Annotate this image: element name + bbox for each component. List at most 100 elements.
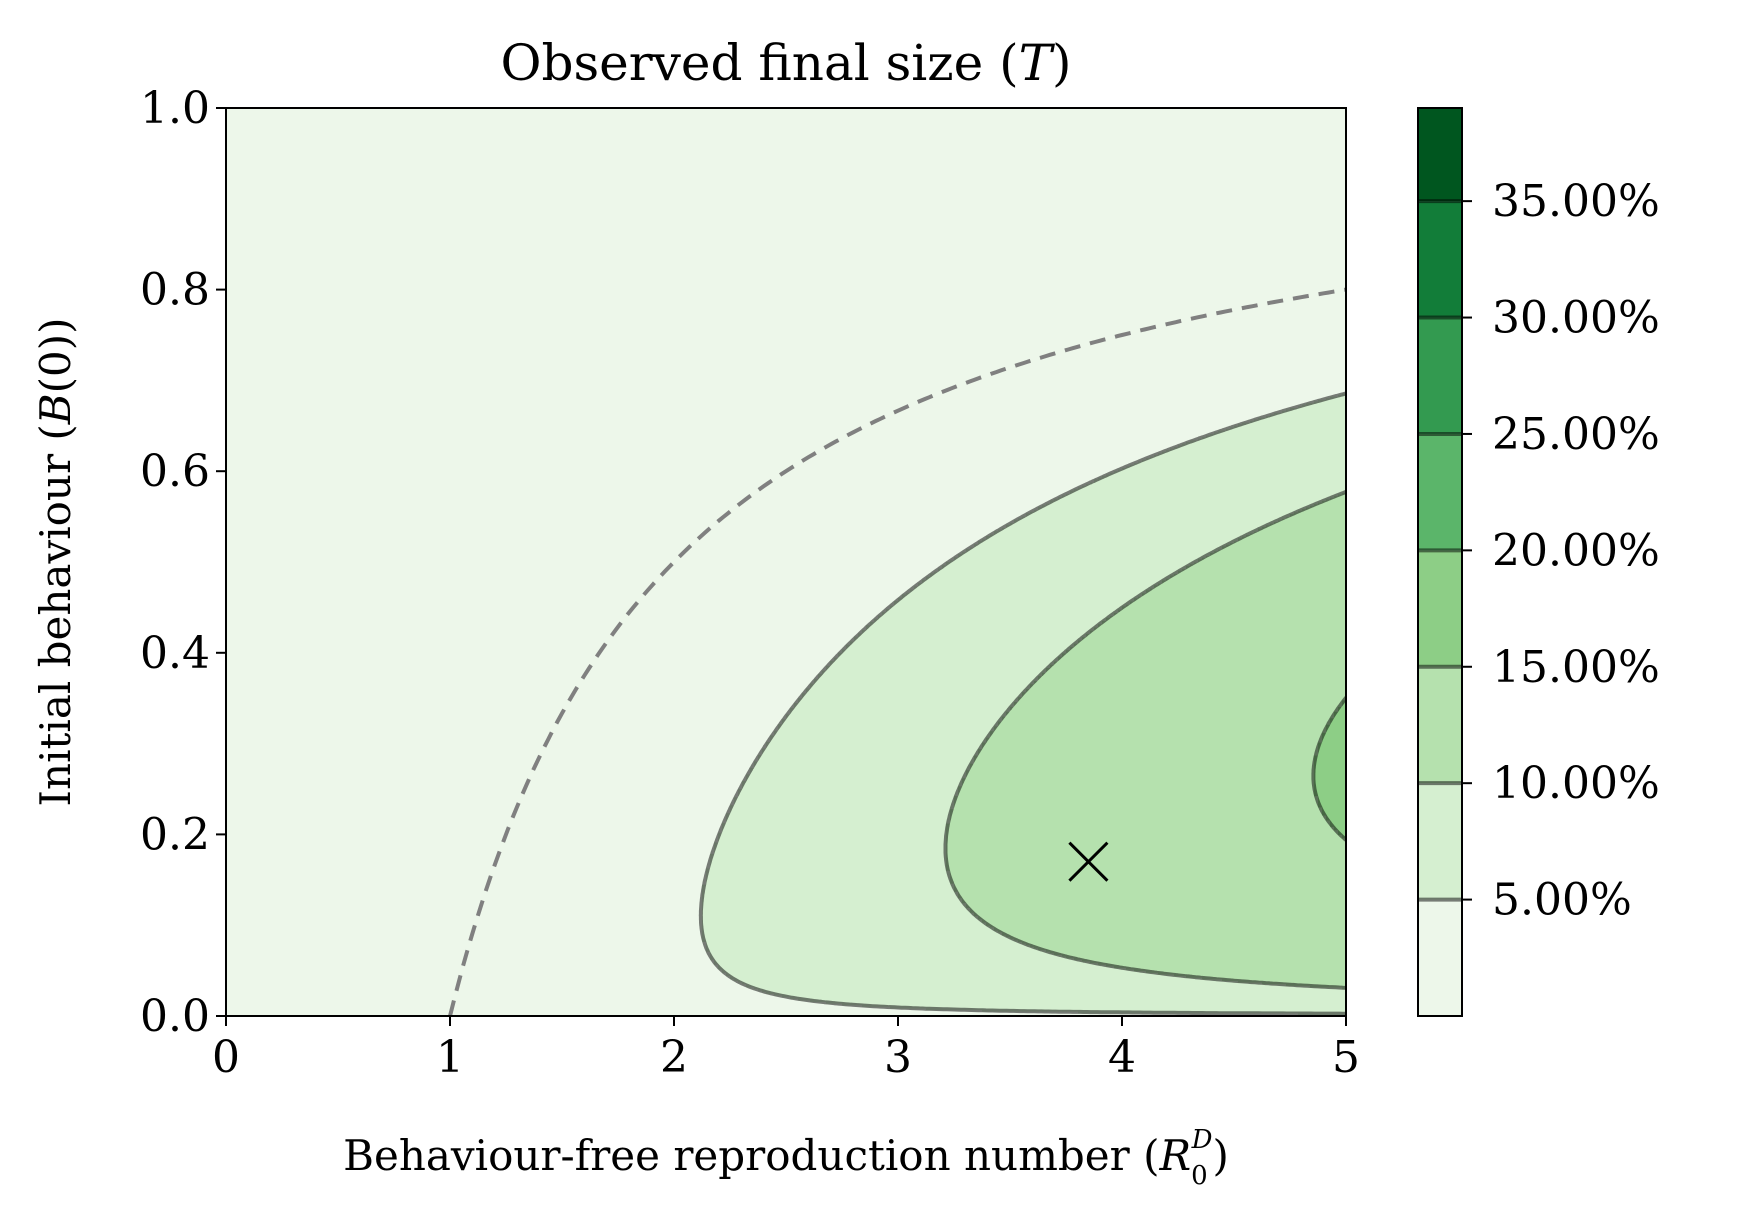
contour-band-cell <box>1026 688 1031 946</box>
contour-band-cell <box>1166 578 1171 975</box>
contour-band-cell <box>1158 973 1163 1014</box>
contour-band-cell <box>1054 498 1059 662</box>
contour-band-cell <box>1190 563 1195 978</box>
x-tick-label: 4 <box>1108 1032 1136 1083</box>
contour-band-cell <box>1066 649 1071 959</box>
contour-band-cell <box>1094 479 1099 628</box>
contour-band-cell <box>1178 570 1183 977</box>
contour-band-cell <box>1186 442 1191 566</box>
colorbar-band <box>1418 317 1462 434</box>
contour-band-cell <box>1130 464 1135 602</box>
contour-band-cell <box>1202 978 1207 1014</box>
contour-band-cell <box>766 741 771 994</box>
contour-band-cell <box>1254 981 1259 1014</box>
contour-band-cell <box>802 693 807 1001</box>
contour-band-cell <box>1130 968 1135 1014</box>
contour-band-cell <box>1282 518 1287 985</box>
contour-band-cell <box>1258 981 1263 1014</box>
contour-band-cell <box>998 720 1003 933</box>
contour-band-cell <box>790 707 795 999</box>
contour-band-cell <box>1246 422 1251 536</box>
contour-band-cell <box>1234 540 1239 981</box>
contour-band-cell <box>1290 513 1295 986</box>
contour-band-cell <box>942 565 947 1011</box>
contour-band-cell <box>1198 558 1203 978</box>
contour-band-cell <box>1014 701 1019 941</box>
contour-band-cell <box>1030 683 1035 947</box>
contour-band-cell <box>762 748 767 993</box>
contour-band-cell <box>1294 985 1299 1014</box>
contour-band-cell <box>1142 592 1147 972</box>
contour-band-cell <box>1082 485 1087 638</box>
contour-band-cell <box>850 641 855 1006</box>
contour-band-cell <box>854 636 859 1006</box>
contour-band-cell <box>810 683 815 1003</box>
contour-band-cell <box>1334 495 1339 712</box>
contour-band-cell <box>1142 970 1147 1014</box>
contour-band-cell <box>1270 414 1275 524</box>
contour-band-cell <box>990 534 995 732</box>
contour-band-cell <box>1006 936 1011 1012</box>
contour-band-cell <box>974 544 979 756</box>
contour-band-cell <box>754 761 759 990</box>
colorbar-band <box>1418 108 1462 202</box>
contour-band-cell <box>1070 490 1075 647</box>
contour-band-cell <box>786 714 791 998</box>
contour-band-cell <box>1114 967 1119 1014</box>
y-axis: 0.0 0.2 0.4 0.6 0.8 1.0 <box>140 83 226 1042</box>
contour-band-cell <box>1146 589 1151 973</box>
contour-band-cell <box>1078 959 1083 1014</box>
contour-band-cell <box>1150 456 1155 589</box>
contour-band-cell <box>814 678 819 1002</box>
contour-band-cell <box>1110 472 1115 617</box>
contour-band-cell <box>1106 474 1111 618</box>
contour-band-cell <box>1282 983 1287 1014</box>
contour-band-cell <box>962 552 967 779</box>
contour-band-cell <box>1102 476 1107 621</box>
colorbar-tick-label: 15.00% <box>1492 642 1660 693</box>
contour-band-cell <box>926 576 931 1011</box>
contour-band-cell <box>1078 639 1083 960</box>
contour-band-cell <box>1266 416 1271 526</box>
contour-band-cell <box>1006 524 1011 712</box>
contour-band-cell <box>1046 667 1051 952</box>
contour-band-cell <box>986 536 991 738</box>
contour-band-cell <box>1118 609 1123 968</box>
colorbar-band <box>1418 550 1462 667</box>
contour-band-cell <box>1058 954 1063 1012</box>
contour-band-cell <box>1194 977 1199 1014</box>
contour-band-cell <box>1322 732 1327 816</box>
contour-band-cell <box>1314 986 1319 1015</box>
contour-band-cell <box>914 586 919 1009</box>
contour-band-cell <box>1062 495 1067 654</box>
contour-band-cell <box>1034 947 1039 1012</box>
contour-band-cell <box>826 665 831 1004</box>
contour-band-cell <box>1198 977 1203 1014</box>
contour-band-cell <box>774 730 779 996</box>
contour-band-cell <box>794 703 799 999</box>
contour-band-cell <box>982 539 987 743</box>
contour-band-cell <box>1326 724 1331 821</box>
contour-band-cell <box>1310 505 1315 988</box>
contour-band-cell <box>982 921 987 1012</box>
contour-band-cell <box>1094 626 1099 964</box>
contour-band-cell <box>806 688 811 1001</box>
contour-band-cell <box>1342 699 1346 839</box>
contour-band-cell <box>1050 952 1055 1012</box>
contour-band-cell <box>1206 978 1211 1014</box>
contour-band-cell <box>714 842 719 965</box>
x-tick-label: 1 <box>436 1032 464 1083</box>
contour-band-cell <box>1154 972 1159 1014</box>
contour-band-cell <box>1218 430 1223 550</box>
contour-band-cell <box>1158 453 1163 584</box>
colorbar-level-lines <box>1418 199 1462 902</box>
contour-band-cell <box>1174 975 1179 1014</box>
contour-band-cell <box>1118 967 1123 1014</box>
contour-band-cell <box>1178 445 1183 571</box>
contour-band-cell <box>1126 604 1131 970</box>
contour-band-cell <box>1034 510 1039 681</box>
plot-frame <box>225 107 1347 1017</box>
colorbar-band <box>1418 783 1462 900</box>
contour-band-cell <box>1338 706 1343 835</box>
